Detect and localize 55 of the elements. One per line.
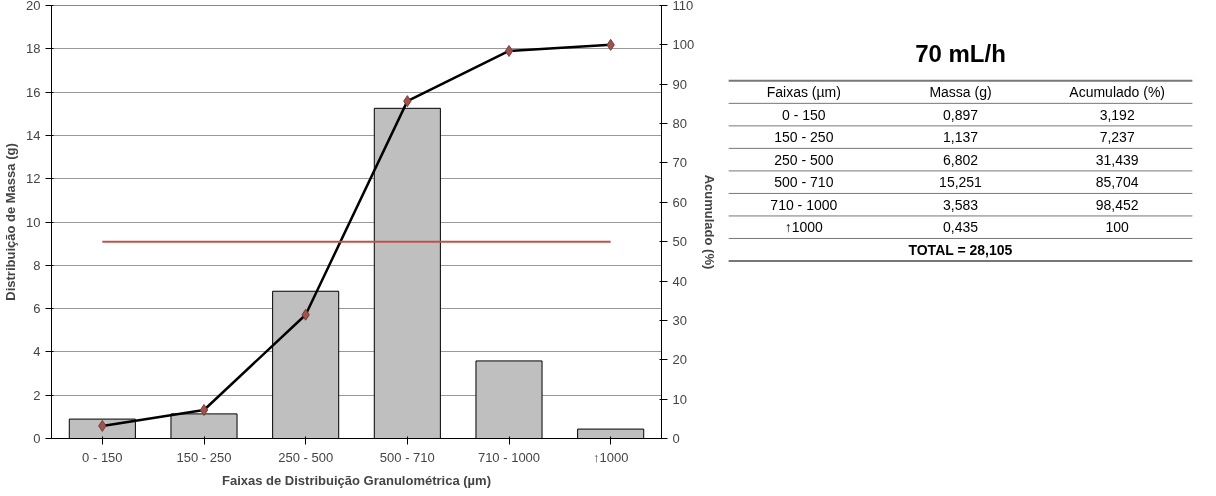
x-tick-label: 150 - 250: [176, 449, 232, 465]
text: 70 mL/h: [915, 39, 1006, 67]
y2-tick-label: 70: [672, 155, 687, 171]
text: 0,897: [942, 106, 979, 123]
text: Faixas (µm): [766, 84, 841, 101]
text: 150 - 250: [774, 129, 834, 146]
y-tick-label: 0: [33, 431, 41, 446]
text: 7,237: [1099, 129, 1135, 146]
x-tick-label: 500 - 710: [379, 449, 435, 465]
text: 6,802: [942, 151, 979, 168]
y-tick-label: 6: [33, 301, 41, 317]
y2-axis-title: Acumulado (%): [702, 174, 718, 270]
y2-tick-label: 50: [672, 234, 687, 250]
x-tick-label: ↑1000: [592, 449, 629, 465]
text: Massa (g): [929, 84, 992, 101]
text: 0,435: [942, 219, 979, 236]
y-tick-label: 2: [33, 387, 41, 403]
text: 3,192: [1099, 106, 1135, 123]
text: 100: [1105, 219, 1130, 236]
y-tick-label: 14: [26, 127, 41, 143]
y-tick-label: 16: [26, 84, 41, 100]
text: 3,583: [942, 196, 979, 213]
y2-tick-label: 90: [672, 76, 687, 92]
y2-tick-label: 30: [672, 312, 687, 328]
y2-tick-label: 80: [672, 116, 687, 132]
text: Acumulado (%): [1069, 84, 1166, 101]
y-tick-label: 20: [26, 0, 41, 13]
text: 250 - 500: [774, 151, 834, 168]
text: TOTAL = 28,105: [908, 241, 1013, 258]
y-tick-label: 10: [26, 214, 41, 230]
y-tick-label: 12: [26, 171, 41, 187]
y2-tick-label: 20: [672, 352, 687, 368]
text: 31,439: [1095, 151, 1139, 168]
y2-tick-label: 60: [672, 194, 687, 210]
y-tick-label: 18: [26, 41, 41, 57]
text: 500 - 710: [774, 174, 834, 191]
text: ↑1000: [784, 219, 824, 236]
text: 85,704: [1095, 174, 1139, 191]
y-tick-label: 4: [33, 344, 41, 360]
text: 0 - 150: [782, 106, 826, 123]
text: 98,452: [1095, 196, 1139, 213]
x-tick-label: 250 - 500: [278, 449, 334, 465]
text: 710 - 1000: [770, 196, 838, 213]
text: 1,137: [942, 129, 979, 146]
y2-tick-label: 10: [672, 391, 687, 407]
y2-tick-label: 40: [672, 273, 687, 289]
text: 15,251: [939, 174, 983, 191]
y-axis-title: Distribuição de Massa (g): [3, 143, 19, 301]
y2-tick-label: 100: [672, 37, 695, 53]
y2-tick-label: 110: [672, 0, 694, 13]
x-axis-title: Faixas de Distribuição Granulométrica (µm): [222, 472, 492, 488]
x-tick-label: 0 - 150: [82, 449, 123, 465]
y-tick-label: 8: [33, 257, 41, 273]
x-tick-label: 710 - 1000: [477, 449, 541, 465]
y2-tick-label: 0: [672, 431, 680, 446]
